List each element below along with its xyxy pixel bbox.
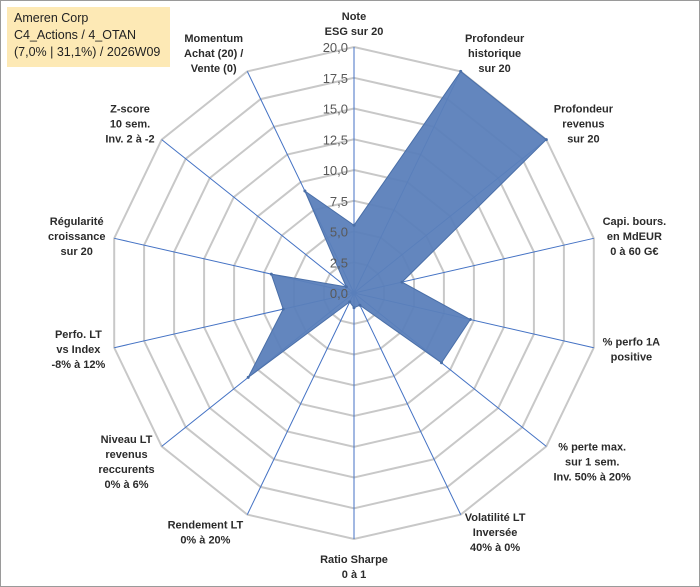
axis-label-line: Profondeur: [554, 104, 614, 116]
axis-label-line: croissance: [48, 231, 105, 243]
axis-label-profondeur-historique: Profondeur historique sur 20: [465, 33, 525, 75]
data-point-perfo-lt-vs-index: [281, 307, 285, 311]
axis-label-line: 10 sem.: [110, 119, 150, 131]
axis-label-line: sur 20: [478, 63, 510, 75]
data-point-volatilite-lt: [358, 303, 362, 307]
axis-label-line: Capi. bours.: [603, 216, 667, 228]
axis-line-rendement-lt: [246, 292, 355, 515]
title-period: (7,0% | 31,1%) / 2026W09: [14, 45, 161, 59]
axis-label-perfo-lt-vs-index: Perfo. LT vs Index -8% à 12%: [51, 329, 105, 371]
tick-label-4: 10,0: [323, 163, 348, 178]
axis-label-line: Inversée: [473, 527, 518, 539]
axis-label-line: % perfo 1A: [603, 337, 661, 349]
axis-label-line: Ratio Sharpe: [320, 554, 388, 566]
tick-label-1: 2,5: [330, 255, 348, 270]
axis-label-line: Profondeur: [465, 33, 525, 45]
axis-label-line: sur 20: [567, 134, 599, 146]
axis-label-line: Rendement LT: [168, 520, 244, 532]
axis-label-line: -8% à 12%: [51, 359, 105, 371]
title-portfolio: C4_Actions / 4_OTAN: [14, 28, 137, 42]
axis-label-line: sur 1 sem.: [565, 457, 619, 469]
axis-line-z-score: [161, 139, 355, 294]
axis-label-ratio-sharpe: Ratio Sharpe 0 à 1: [320, 554, 388, 581]
data-point-rendement-lt: [348, 300, 352, 304]
tick-label-0: 0,0: [330, 286, 348, 301]
axis-label-line: sur 20: [60, 246, 92, 258]
tick-label-6: 15,0: [323, 102, 348, 117]
axis-label-line: Inv. 50% à 20%: [553, 472, 631, 484]
data-point-profondeur-historique: [459, 69, 463, 73]
data-point-perte-max: [440, 361, 443, 365]
axis-label-line: 0% à 6%: [104, 479, 148, 491]
data-point-capi-bourse: [400, 280, 404, 284]
axis-label-line: Vente (0): [191, 63, 237, 75]
axis-label-line: ESG sur 20: [325, 26, 384, 38]
axis-label-line: Z-score: [110, 104, 150, 116]
data-point-momentum: [303, 189, 307, 193]
data-point-regularite-croissance: [269, 272, 273, 276]
axis-label-line: en MdEUR: [607, 231, 662, 243]
axis-label-z-score: Z-score 10 sem. Inv. 2 à -2: [105, 104, 154, 146]
tick-label-3: 7,5: [330, 194, 348, 209]
axis-label-line: Niveau LT: [101, 434, 153, 446]
data-point-ratio-sharpe: [352, 306, 356, 310]
axis-label-perte-max: % perte max. sur 1 sem. Inv. 50% à 20%: [553, 442, 631, 484]
axis-label-line: Achat (20) /: [184, 48, 243, 60]
axis-label-line: Perfo. LT: [55, 329, 102, 341]
axis-label-perfo-1a-positive: % perfo 1A positive: [603, 337, 661, 364]
tick-label-7: 17,5: [323, 71, 348, 86]
axis-label-line: 0% à 20%: [180, 535, 230, 547]
data-point-perfo-1a-positive: [468, 318, 472, 321]
axis-label-line: % perte max.: [558, 442, 626, 454]
tick-label-8: 20,0: [323, 40, 348, 55]
axis-line-volatilite-lt: [353, 292, 462, 515]
axis-label-regularite-croissance: Régularité croissance sur 20: [48, 216, 105, 258]
axis-label-line: Volatilité LT: [465, 512, 526, 524]
title-company: Ameren Corp: [14, 11, 89, 25]
axis-label-line: historique: [468, 48, 521, 60]
tick-label-2: 5,0: [330, 225, 348, 240]
data-point-profondeur-revenus: [544, 138, 548, 142]
axis-label-line: positive: [611, 352, 653, 364]
axis-label-line: reccurents: [98, 464, 154, 476]
axis-label-niveau-lt-revenus: Niveau LT revenus reccurents 0% à 6%: [98, 434, 154, 491]
axis-label-rendement-lt: Rendement LT 0% à 20%: [168, 520, 244, 547]
axis-label-profondeur-revenus: Profondeur revenus sur 20: [554, 104, 614, 146]
title-box: Ameren Corp C4_Actions / 4_OTAN (7,0% | …: [7, 7, 170, 67]
axis-label-capi-bourse: Capi. bours. en MdEUR 0 à 60 G€: [603, 216, 667, 258]
axis-label-line: revenus: [562, 119, 604, 131]
axis-label-line: Inv. 2 à -2: [105, 134, 154, 146]
axis-label-note-esg: Note ESG sur 20: [325, 11, 384, 38]
axis-label-line: revenus: [105, 449, 147, 461]
data-point-z-score: [344, 285, 348, 289]
axis-label-volatilite-lt: Volatilité LT Inversée 40% à 0%: [465, 512, 526, 554]
axis-label-line: vs Index: [56, 344, 101, 356]
axis-label-line: 40% à 0%: [470, 542, 520, 554]
axis-label-line: 0 à 1: [342, 569, 366, 581]
axis-label-line: Régularité: [50, 216, 104, 228]
axis-label-line: Momentum: [184, 33, 243, 45]
axis-label-line: 0 à 60 G€: [610, 246, 658, 258]
data-point-note-esg: [352, 223, 356, 227]
axis-label-line: Note: [342, 11, 366, 23]
tick-label-5: 12,5: [323, 132, 348, 147]
data-point-niveau-lt-revenus: [246, 375, 250, 379]
axis-label-momentum: Momentum Achat (20) / Vente (0): [184, 33, 243, 75]
